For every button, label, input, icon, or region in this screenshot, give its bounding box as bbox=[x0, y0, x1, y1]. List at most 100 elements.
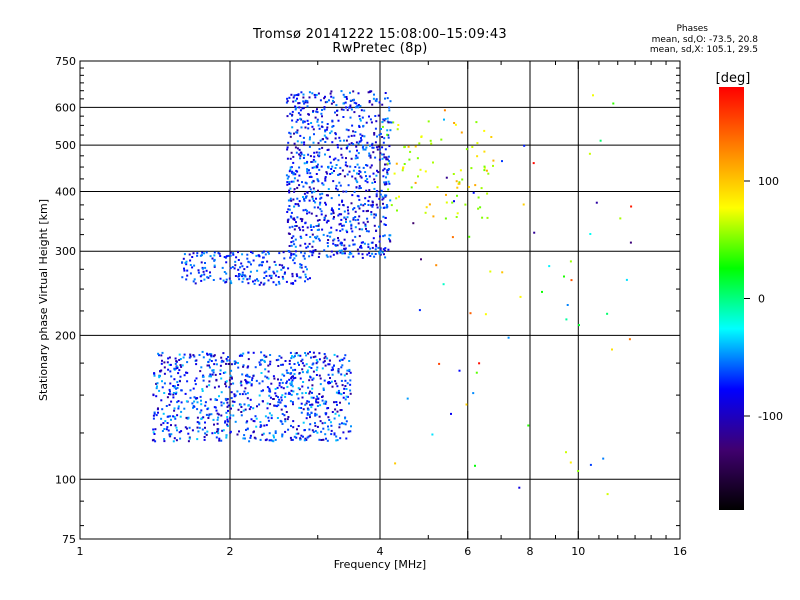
data-point bbox=[327, 373, 330, 376]
data-point bbox=[273, 260, 276, 263]
data-point bbox=[335, 184, 338, 187]
data-point bbox=[249, 270, 252, 273]
data-point bbox=[297, 203, 300, 206]
data-point bbox=[375, 229, 378, 232]
data-point bbox=[300, 91, 303, 94]
data-point bbox=[215, 436, 218, 439]
x-tick-label: 6 bbox=[464, 545, 471, 558]
data-point bbox=[384, 148, 387, 151]
data-point bbox=[324, 141, 327, 143]
data-point bbox=[292, 161, 295, 164]
data-point bbox=[154, 428, 157, 431]
data-point bbox=[317, 228, 320, 231]
data-point bbox=[360, 137, 362, 139]
data-point bbox=[307, 245, 309, 248]
data-point bbox=[222, 360, 225, 363]
data-point bbox=[196, 438, 199, 441]
data-point bbox=[300, 402, 303, 405]
data-point bbox=[241, 280, 244, 283]
data-point bbox=[625, 278, 628, 281]
data-point bbox=[286, 148, 289, 151]
data-point bbox=[372, 146, 375, 149]
data-point bbox=[196, 416, 199, 419]
data-point bbox=[356, 104, 359, 107]
data-point bbox=[311, 403, 313, 406]
data-point bbox=[172, 385, 175, 387]
data-point bbox=[362, 241, 364, 244]
data-point bbox=[385, 181, 388, 184]
data-point bbox=[244, 379, 247, 381]
data-point bbox=[193, 264, 196, 267]
data-point bbox=[209, 373, 212, 376]
data-point bbox=[389, 121, 391, 124]
data-point bbox=[277, 396, 279, 399]
data-point bbox=[219, 364, 222, 367]
data-point bbox=[302, 185, 305, 188]
data-point bbox=[237, 259, 240, 261]
data-point bbox=[224, 397, 227, 400]
colorbar-tick-label: 0 bbox=[758, 293, 765, 306]
data-point bbox=[160, 423, 163, 426]
data-point bbox=[533, 231, 536, 234]
data-point bbox=[382, 153, 385, 156]
data-point bbox=[242, 365, 245, 368]
data-point bbox=[201, 267, 204, 270]
data-point bbox=[253, 436, 256, 439]
data-point bbox=[299, 266, 302, 269]
data-point bbox=[344, 417, 346, 420]
data-point bbox=[210, 375, 212, 378]
data-point bbox=[420, 258, 422, 261]
data-point bbox=[352, 217, 355, 220]
data-point bbox=[230, 376, 233, 379]
data-point bbox=[369, 118, 372, 121]
data-point bbox=[374, 181, 376, 183]
data-point bbox=[294, 250, 297, 253]
data-point bbox=[321, 422, 324, 425]
data-point bbox=[168, 403, 171, 406]
data-point bbox=[396, 128, 399, 131]
data-point bbox=[301, 385, 304, 388]
data-point bbox=[204, 266, 207, 269]
data-point bbox=[291, 355, 293, 358]
data-point bbox=[281, 381, 284, 384]
data-point bbox=[225, 385, 228, 388]
y-tick-label: 75 bbox=[62, 533, 76, 546]
data-point bbox=[338, 203, 341, 206]
data-point bbox=[348, 360, 351, 362]
data-point bbox=[295, 225, 298, 227]
data-point bbox=[373, 216, 376, 219]
data-point bbox=[383, 156, 386, 159]
data-point bbox=[263, 282, 266, 285]
data-point bbox=[217, 413, 220, 416]
data-point bbox=[247, 365, 250, 368]
data-point bbox=[241, 265, 244, 268]
data-point bbox=[472, 191, 475, 194]
data-point bbox=[297, 204, 300, 207]
data-point bbox=[159, 370, 161, 373]
data-point bbox=[227, 254, 230, 257]
data-point bbox=[178, 359, 181, 361]
data-point bbox=[218, 252, 221, 255]
data-point bbox=[206, 352, 208, 355]
data-point bbox=[278, 282, 281, 285]
data-point bbox=[198, 426, 201, 429]
data-point bbox=[313, 93, 316, 96]
data-point bbox=[252, 259, 255, 262]
data-point bbox=[297, 432, 300, 435]
data-point bbox=[315, 237, 318, 240]
data-point bbox=[328, 359, 331, 362]
data-point bbox=[291, 225, 294, 228]
data-point bbox=[365, 227, 367, 230]
data-point bbox=[398, 195, 400, 198]
data-point bbox=[350, 425, 352, 428]
data-point bbox=[340, 153, 343, 156]
data-point bbox=[293, 355, 296, 358]
data-point bbox=[317, 401, 320, 404]
data-point bbox=[371, 201, 374, 204]
data-point bbox=[336, 439, 339, 442]
data-point bbox=[364, 223, 367, 226]
data-point bbox=[339, 229, 342, 232]
data-point bbox=[340, 218, 343, 221]
data-point bbox=[170, 400, 173, 403]
data-point bbox=[318, 393, 321, 395]
